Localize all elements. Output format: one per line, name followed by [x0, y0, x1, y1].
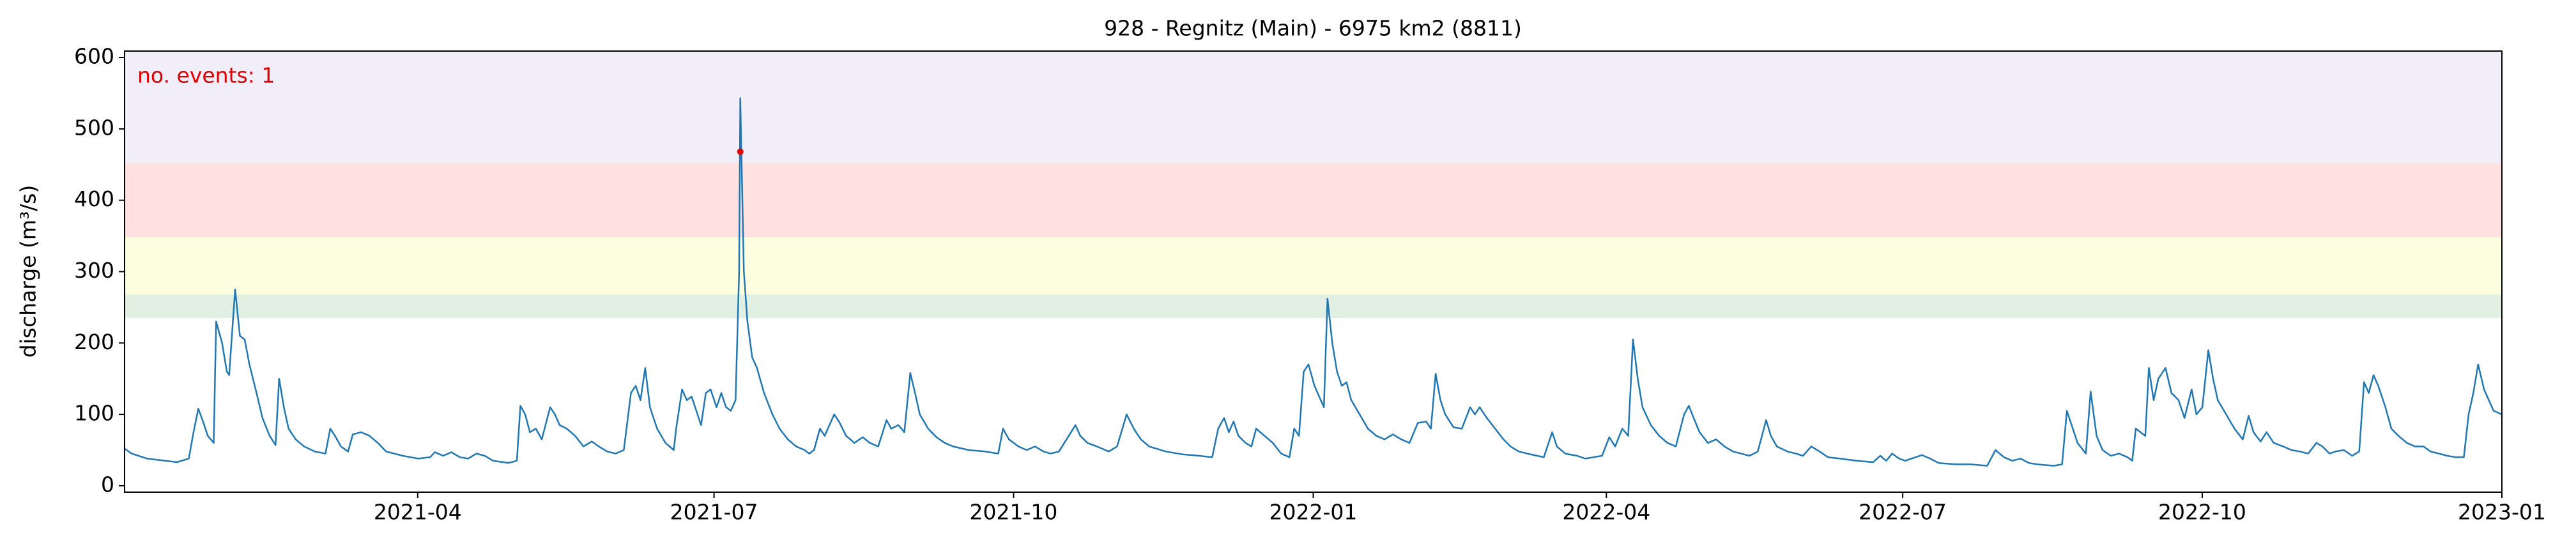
x-tick-label: 2022-04: [1562, 500, 1650, 525]
x-tick-label: 2021-07: [670, 500, 758, 525]
threshold-band: [125, 51, 2502, 163]
event-marker: [737, 148, 744, 155]
x-tick-label: 2022-01: [1269, 500, 1358, 525]
y-axis-label: discharge (m³/s): [16, 185, 41, 358]
y-tick-label: 100: [74, 401, 114, 426]
x-tick-label: 2022-07: [1859, 500, 1947, 525]
y-tick-label: 600: [74, 44, 114, 69]
y-tick-label: 500: [74, 115, 114, 140]
threshold-band: [125, 294, 2502, 319]
y-tick-label: 200: [74, 329, 114, 354]
threshold-band: [125, 237, 2502, 295]
y-tick-label: 0: [101, 472, 114, 497]
x-tick-label: 2022-10: [2158, 500, 2246, 525]
plot-frame: [124, 50, 2503, 493]
x-tick-label: 2023-01: [2458, 500, 2546, 525]
chart-title: 928 - Regnitz (Main) - 6975 km2 (8811): [1104, 16, 1522, 41]
threshold-band: [125, 163, 2502, 237]
x-tick-label: 2021-04: [374, 500, 462, 525]
y-tick-label: 300: [74, 258, 114, 283]
y-tick-label: 400: [74, 186, 114, 211]
x-tick-label: 2021-10: [970, 500, 1058, 525]
discharge-line: [124, 97, 2503, 467]
annotation: no. events: 1: [137, 63, 275, 88]
